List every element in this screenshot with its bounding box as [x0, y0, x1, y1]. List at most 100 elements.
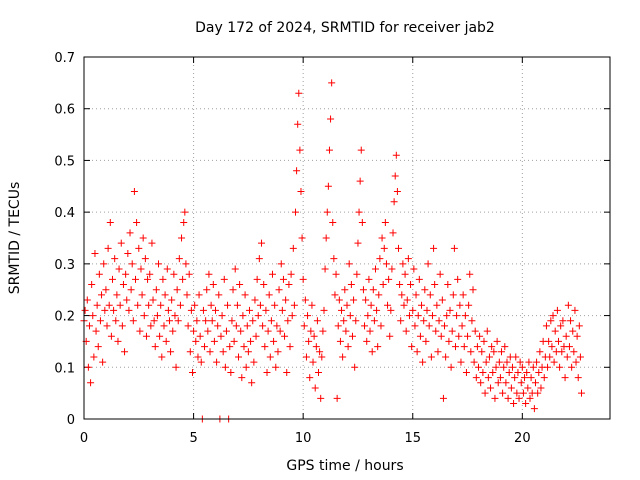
- data-point: [510, 399, 518, 407]
- data-point: [487, 384, 495, 392]
- data-point: [127, 286, 135, 294]
- data-point: [236, 281, 244, 289]
- data-point: [304, 312, 312, 320]
- data-point: [376, 255, 384, 263]
- data-point: [112, 317, 120, 325]
- data-point: [185, 270, 193, 278]
- data-point: [475, 363, 482, 371]
- data-point: [513, 389, 521, 397]
- y-tick-label: 0.6: [54, 103, 75, 118]
- data-point: [445, 337, 453, 345]
- data-point: [250, 358, 258, 366]
- data-point: [274, 348, 282, 356]
- data-point: [558, 348, 566, 356]
- data-point: [367, 301, 375, 309]
- data-point: [134, 301, 142, 309]
- data-point: [493, 337, 501, 345]
- data-point: [169, 327, 177, 335]
- data-point: [252, 332, 260, 340]
- data-point: [149, 296, 157, 304]
- data-point: [181, 208, 189, 216]
- data-point: [346, 312, 354, 320]
- data-point: [243, 322, 251, 330]
- data-point: [273, 322, 281, 330]
- data-point: [484, 374, 492, 382]
- tick-labels: 0 0.1 0.2 0.3 0.4 0.5 0.6 0.7 0 5 10 15 20: [54, 51, 530, 446]
- data-point: [515, 394, 523, 402]
- data-point: [105, 301, 113, 309]
- data-point: [159, 275, 167, 283]
- data-point: [522, 399, 530, 407]
- data-point: [570, 348, 578, 356]
- data-point: [444, 281, 452, 289]
- data-point: [511, 374, 519, 382]
- data-point: [549, 312, 557, 320]
- data-point: [546, 353, 554, 361]
- data-point: [559, 317, 567, 325]
- data-point: [321, 265, 329, 273]
- data-point: [315, 368, 323, 376]
- data-point: [277, 260, 285, 268]
- data-point: [451, 343, 459, 351]
- data-point: [219, 348, 227, 356]
- data-point: [178, 234, 186, 242]
- data-point: [537, 384, 545, 392]
- data-point: [499, 389, 507, 397]
- data-point: [186, 348, 194, 356]
- data-point: [266, 353, 274, 361]
- data-point: [258, 239, 266, 247]
- data-point: [400, 301, 408, 309]
- x-axis-title: GPS time / hours: [286, 458, 403, 474]
- data-point: [305, 337, 313, 345]
- data-point: [138, 291, 146, 299]
- data-point: [96, 317, 104, 325]
- data-point: [306, 374, 314, 382]
- data-point: [161, 291, 169, 299]
- data-point: [201, 343, 209, 351]
- data-point: [569, 327, 577, 335]
- data-point: [119, 281, 127, 289]
- data-point: [244, 348, 252, 356]
- data-point: [313, 317, 321, 325]
- data-point: [420, 317, 428, 325]
- data-point: [405, 312, 413, 320]
- data-point: [501, 343, 509, 351]
- data-point: [88, 281, 96, 289]
- data-point: [453, 312, 461, 320]
- data-point: [123, 296, 131, 304]
- data-point: [226, 343, 234, 351]
- data-point: [454, 275, 462, 283]
- data-point: [206, 348, 214, 356]
- data-point: [505, 368, 513, 376]
- data-point: [152, 286, 160, 294]
- data-point: [425, 322, 433, 330]
- data-point: [191, 301, 199, 309]
- data-point: [514, 368, 522, 376]
- data-point: [578, 389, 586, 397]
- data-point: [488, 343, 496, 351]
- data-point: [525, 358, 533, 366]
- data-point: [495, 358, 503, 366]
- data-point: [294, 120, 302, 128]
- data-point: [533, 358, 541, 366]
- data-point: [447, 363, 455, 371]
- data-point: [437, 332, 445, 340]
- data-point: [242, 363, 250, 371]
- data-point: [352, 317, 360, 325]
- data-point: [260, 281, 268, 289]
- data-point: [92, 327, 100, 335]
- data-point: [483, 327, 491, 335]
- data-point: [170, 270, 178, 278]
- data-point: [477, 379, 485, 387]
- data-point: [264, 327, 272, 335]
- data-point: [424, 260, 432, 268]
- data-point: [443, 312, 451, 320]
- data-point: [220, 275, 228, 283]
- data-point: [500, 363, 508, 371]
- data-point: [204, 327, 212, 335]
- data-point: [132, 275, 140, 283]
- data-point: [419, 358, 427, 366]
- data-point: [388, 265, 396, 273]
- data-point: [438, 296, 446, 304]
